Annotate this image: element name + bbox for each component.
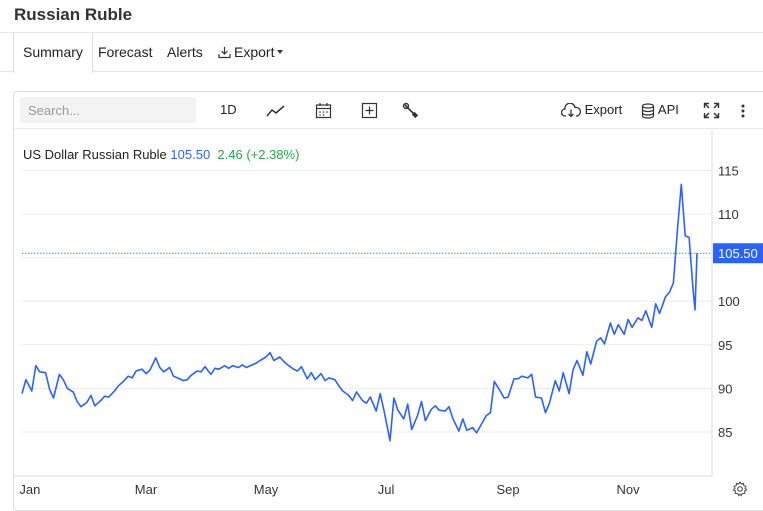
y-tick-label: 95: [718, 338, 732, 353]
api-button[interactable]: API: [641, 92, 679, 128]
tab-export[interactable]: Export: [218, 33, 284, 72]
y-tick-label: 100: [718, 294, 740, 309]
legend-change: 2.46 (+2.38%): [217, 147, 300, 162]
y-tick-label: 85: [718, 425, 732, 440]
add-indicator-button[interactable]: [361, 92, 378, 128]
x-tick-label: Sep: [497, 482, 520, 497]
more-options-button[interactable]: [739, 92, 747, 128]
gear-icon: [732, 480, 748, 497]
calendar-icon: [315, 103, 332, 119]
toolbar-divider: [14, 128, 763, 129]
tab-summary-label: Summary: [23, 44, 83, 60]
page-title: Russian Ruble: [14, 5, 133, 24]
line-chart-icon: [266, 104, 285, 117]
x-tick-label: Jan: [19, 482, 40, 497]
chart-toolbar: 1D Export: [14, 92, 763, 128]
tab-forecast-label: Forecast: [98, 44, 153, 60]
interval-label: 1D: [220, 102, 237, 117]
chart-type-button[interactable]: [266, 92, 285, 128]
tab-alerts[interactable]: Alerts: [167, 33, 203, 72]
interval-button[interactable]: 1D: [220, 92, 237, 128]
more-vertical-icon: [741, 104, 745, 118]
x-tick-label: Jul: [378, 482, 395, 497]
x-tick-label: Nov: [617, 482, 641, 497]
tab-alerts-label: Alerts: [167, 44, 203, 60]
add-indicator-icon: [361, 102, 378, 119]
fullscreen-icon: [703, 102, 720, 119]
fullscreen-button[interactable]: [703, 92, 720, 128]
legend-price: 105.50: [170, 147, 211, 162]
settings-tools-button[interactable]: [402, 92, 419, 128]
legend-series-name: US Dollar Russian Ruble: [23, 147, 167, 162]
wrench-icon: [402, 102, 419, 119]
chart-settings-button[interactable]: [732, 480, 748, 502]
tab-export-label: Export: [234, 44, 275, 60]
chevron-down-icon: [277, 50, 284, 54]
y-tick-label: 90: [718, 381, 732, 396]
tab-forecast[interactable]: Forecast: [98, 33, 152, 72]
y-tick-label: 115: [718, 163, 739, 178]
tab-bar: Summary Forecast Alerts Export: [0, 32, 763, 73]
database-icon: [641, 102, 655, 119]
tab-summary[interactable]: Summary: [13, 33, 93, 73]
price-series-line: [21, 183, 698, 442]
search-input[interactable]: [20, 97, 196, 123]
export-label: Export: [584, 102, 623, 117]
api-label: API: [657, 102, 679, 117]
export-button[interactable]: Export: [560, 92, 623, 128]
download-icon: [218, 47, 231, 59]
cloud-download-icon: [560, 102, 581, 118]
last-price-label: 105.50: [718, 246, 758, 261]
date-range-button[interactable]: [315, 92, 332, 128]
x-tick-label: Mar: [135, 482, 158, 497]
x-tick-label: May: [254, 482, 279, 497]
y-tick-label: 110: [718, 207, 739, 222]
last-price-badge: [713, 243, 763, 264]
chart-legend: US Dollar Russian Ruble 105.50 2.46 (+2.…: [23, 147, 299, 162]
